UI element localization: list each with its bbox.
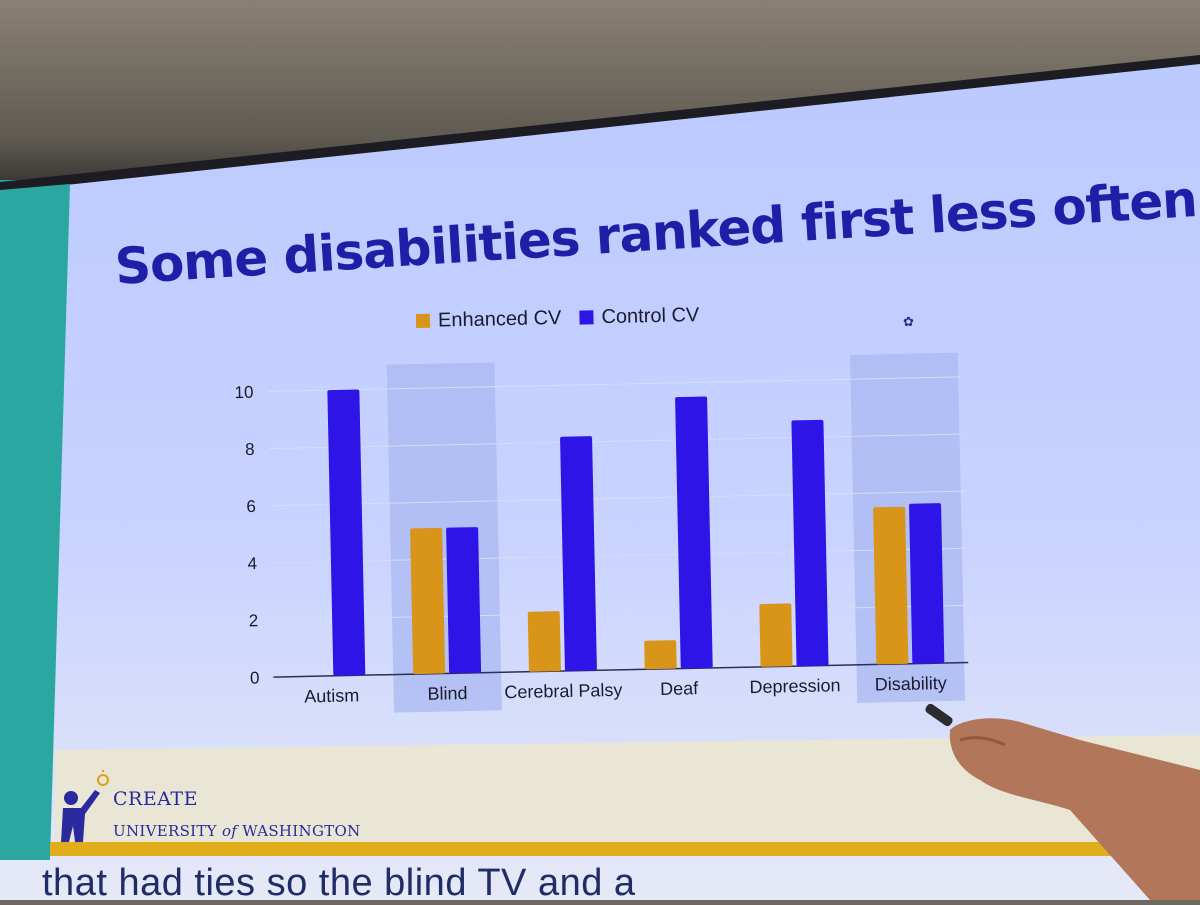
x-tick-label-deaf: Deaf bbox=[660, 678, 699, 699]
x-tick-label-blind: Blind bbox=[427, 683, 467, 704]
x-tick-label-depression: Depression bbox=[749, 675, 840, 697]
legend-label-control-cv: Control CV bbox=[601, 304, 700, 328]
x-tick-label-cerebral-palsy: Cerebral Palsy bbox=[504, 680, 622, 702]
logo-university-prefix: UNIVERSITY bbox=[113, 822, 217, 840]
y-tick-label-6: 6 bbox=[246, 497, 256, 516]
bar-control-cv-cerebral-palsy bbox=[560, 436, 597, 671]
bar-control-cv-disability bbox=[909, 503, 945, 664]
create-logo: CREATE UNIVERSITY of WASHINGTON bbox=[55, 770, 375, 850]
bar-control-cv-depression bbox=[791, 419, 829, 667]
y-tick-label-10: 10 bbox=[234, 383, 253, 402]
gridline-8 bbox=[268, 433, 964, 450]
gridline-0 bbox=[273, 661, 969, 678]
bar-control-cv-deaf bbox=[675, 396, 713, 669]
y-tick-label-0: 0 bbox=[250, 668, 260, 687]
live-caption: that had ties so the blind TV and a bbox=[42, 862, 636, 904]
gridline-4 bbox=[271, 547, 966, 564]
y-tick-label-2: 2 bbox=[249, 611, 259, 630]
legend-swatch-control-cv bbox=[579, 310, 594, 325]
paw-cursor-icon: ✿ bbox=[903, 314, 914, 329]
legend-swatch-enhanced-cv bbox=[415, 313, 431, 329]
gridline-6 bbox=[269, 490, 965, 507]
y-tick-label-8: 8 bbox=[245, 440, 255, 459]
bar-enhanced-cv-deaf bbox=[644, 640, 677, 670]
bar-enhanced-cv-depression bbox=[759, 603, 793, 667]
presenter-hand-with-clicker bbox=[925, 703, 1200, 900]
x-tick-label-disability: Disability bbox=[875, 673, 947, 695]
bar-control-cv-blind bbox=[446, 527, 482, 674]
logo-university-suffix: WASHINGTON bbox=[242, 822, 361, 840]
legend-label-enhanced-cv: Enhanced CV bbox=[438, 307, 563, 332]
logo-university-text: UNIVERSITY of WASHINGTON bbox=[113, 822, 361, 840]
chart-svg: 0 2 4 6 8 10 Autism Blind Cerebral Palsy Deaf Depr… bbox=[234, 304, 969, 713]
x-tick-label-autism: Autism bbox=[304, 685, 359, 706]
bar-enhanced-cv-disability bbox=[873, 506, 909, 665]
gridline-2 bbox=[272, 604, 968, 621]
bar-control-cv-autism bbox=[327, 389, 366, 676]
logo-university-of: of bbox=[221, 822, 238, 840]
bar-enhanced-cv-blind bbox=[410, 527, 446, 675]
bar-chart: 0 2 4 6 8 10 Autism Blind Cerebral Palsy Deaf Depr… bbox=[226, 292, 995, 728]
logo-create-text: CREATE bbox=[113, 788, 198, 810]
bar-enhanced-cv-cerebral-palsy bbox=[527, 611, 561, 672]
person-lightbulb-icon bbox=[61, 770, 109, 842]
gridline-10 bbox=[267, 376, 963, 392]
y-tick-label-4: 4 bbox=[247, 554, 257, 573]
